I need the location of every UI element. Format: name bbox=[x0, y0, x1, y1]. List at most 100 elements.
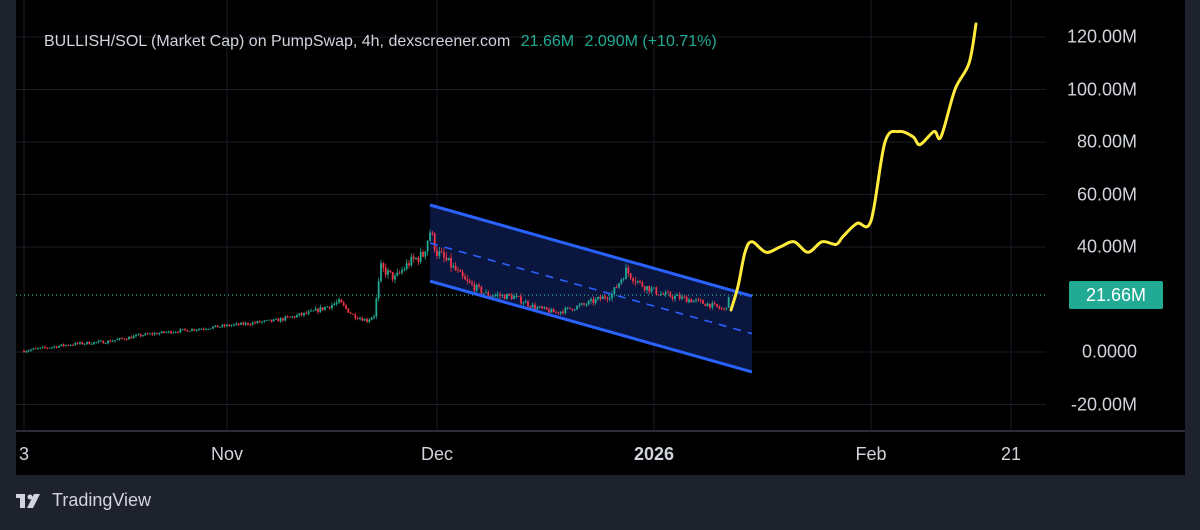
candle-body bbox=[324, 307, 326, 310]
candle-body bbox=[184, 329, 186, 330]
candle-body bbox=[321, 307, 324, 310]
candle-body bbox=[326, 306, 329, 308]
candle-body bbox=[389, 270, 392, 272]
candle-body bbox=[144, 333, 147, 336]
candle-body bbox=[172, 332, 175, 334]
candle-body bbox=[454, 265, 457, 271]
candle-body bbox=[711, 303, 714, 308]
candle-body bbox=[431, 232, 434, 234]
candle-body bbox=[377, 281, 380, 299]
candle-body bbox=[195, 329, 198, 331]
candle-body bbox=[58, 345, 60, 348]
candle-body bbox=[538, 306, 541, 308]
candle-body bbox=[76, 342, 79, 344]
channel-upper-line bbox=[429, 203, 753, 298]
candle-body bbox=[202, 328, 205, 330]
candle-body bbox=[242, 322, 245, 325]
candle-body bbox=[137, 334, 140, 336]
candle-body bbox=[30, 349, 32, 351]
brand-name: TradingView bbox=[52, 490, 152, 510]
candle-body bbox=[81, 342, 84, 345]
candle-body bbox=[415, 258, 417, 260]
price-tick-label: 120.00M bbox=[1066, 26, 1137, 47]
candle-body bbox=[345, 305, 347, 309]
candle-body bbox=[310, 310, 312, 312]
candle-body bbox=[697, 299, 700, 301]
chart-pane[interactable]: BULLISH/SOL (Market Cap) on PumpSwap, 4h… bbox=[16, 0, 1185, 475]
candle-body bbox=[627, 267, 630, 274]
candle-body bbox=[496, 294, 499, 296]
candle-body bbox=[167, 331, 170, 333]
price-tick-label: -20.00M bbox=[1070, 394, 1137, 414]
candle-body bbox=[646, 286, 648, 290]
candle-body bbox=[240, 322, 242, 325]
candle-body bbox=[361, 318, 364, 321]
candle-body bbox=[683, 296, 686, 298]
candle-body bbox=[53, 346, 56, 348]
candle-body bbox=[174, 332, 177, 333]
candle-body bbox=[279, 318, 282, 322]
candle-body bbox=[216, 325, 219, 328]
candle-body bbox=[132, 336, 135, 339]
candle-body bbox=[585, 304, 588, 306]
candle-body bbox=[543, 307, 546, 309]
candle-body bbox=[153, 333, 156, 335]
last-value: 21.66M bbox=[520, 33, 575, 50]
candle-body bbox=[569, 307, 571, 309]
price-chart[interactable] bbox=[16, 0, 1185, 430]
channel-middle-line bbox=[429, 242, 753, 335]
candle-body bbox=[319, 307, 322, 313]
tradingview-icon bbox=[16, 493, 40, 508]
time-tick-label: Dec bbox=[420, 444, 454, 464]
candle-body bbox=[573, 309, 576, 311]
candle-body bbox=[55, 346, 58, 348]
candle-body bbox=[237, 323, 240, 325]
candle-body bbox=[398, 272, 401, 274]
candle-body bbox=[447, 257, 450, 261]
candle-body bbox=[468, 280, 471, 283]
candle-body bbox=[32, 348, 35, 350]
candle-body bbox=[587, 300, 590, 305]
candle-body bbox=[158, 333, 161, 335]
time-axis[interactable]: 3 Nov Dec 2026 Feb 21 bbox=[16, 430, 1185, 477]
candle-body bbox=[149, 333, 151, 335]
candle-body bbox=[88, 341, 91, 345]
candle-body bbox=[552, 309, 555, 313]
candle-body bbox=[452, 265, 455, 268]
candle-body bbox=[461, 271, 464, 277]
candle-body bbox=[130, 336, 133, 339]
candle-body bbox=[475, 284, 478, 291]
candle-body bbox=[709, 303, 711, 308]
candle-body bbox=[263, 320, 266, 322]
candle-body bbox=[592, 299, 595, 303]
candle-body bbox=[300, 313, 303, 316]
price-tick-label: 60.00M bbox=[1076, 184, 1137, 204]
candle-body bbox=[520, 296, 522, 304]
candle-body bbox=[142, 335, 144, 337]
candle-body bbox=[718, 306, 721, 309]
candle-body bbox=[681, 296, 683, 299]
candle-body bbox=[506, 293, 508, 300]
tradingview-logo[interactable]: TradingView bbox=[16, 490, 151, 511]
candle-body bbox=[265, 320, 268, 321]
candle-body bbox=[368, 319, 371, 322]
candle-body bbox=[527, 301, 529, 307]
candle-body bbox=[695, 299, 697, 301]
last-price-tag: 21.66M bbox=[1069, 281, 1163, 310]
candle-body bbox=[459, 270, 462, 272]
candle-body bbox=[48, 347, 51, 349]
candle-body bbox=[653, 287, 655, 289]
candle-body bbox=[443, 252, 445, 258]
candle-body bbox=[307, 311, 310, 314]
candle-body bbox=[349, 312, 352, 314]
candle-body bbox=[615, 287, 618, 289]
candle-body bbox=[557, 312, 560, 314]
candle-body bbox=[515, 295, 518, 297]
candle-body bbox=[328, 306, 331, 309]
candle-body bbox=[65, 345, 67, 346]
candle-body bbox=[226, 324, 228, 327]
candle-body bbox=[382, 263, 385, 268]
candle-body bbox=[100, 340, 102, 342]
candle-body bbox=[275, 318, 277, 320]
candle-body bbox=[688, 299, 690, 303]
